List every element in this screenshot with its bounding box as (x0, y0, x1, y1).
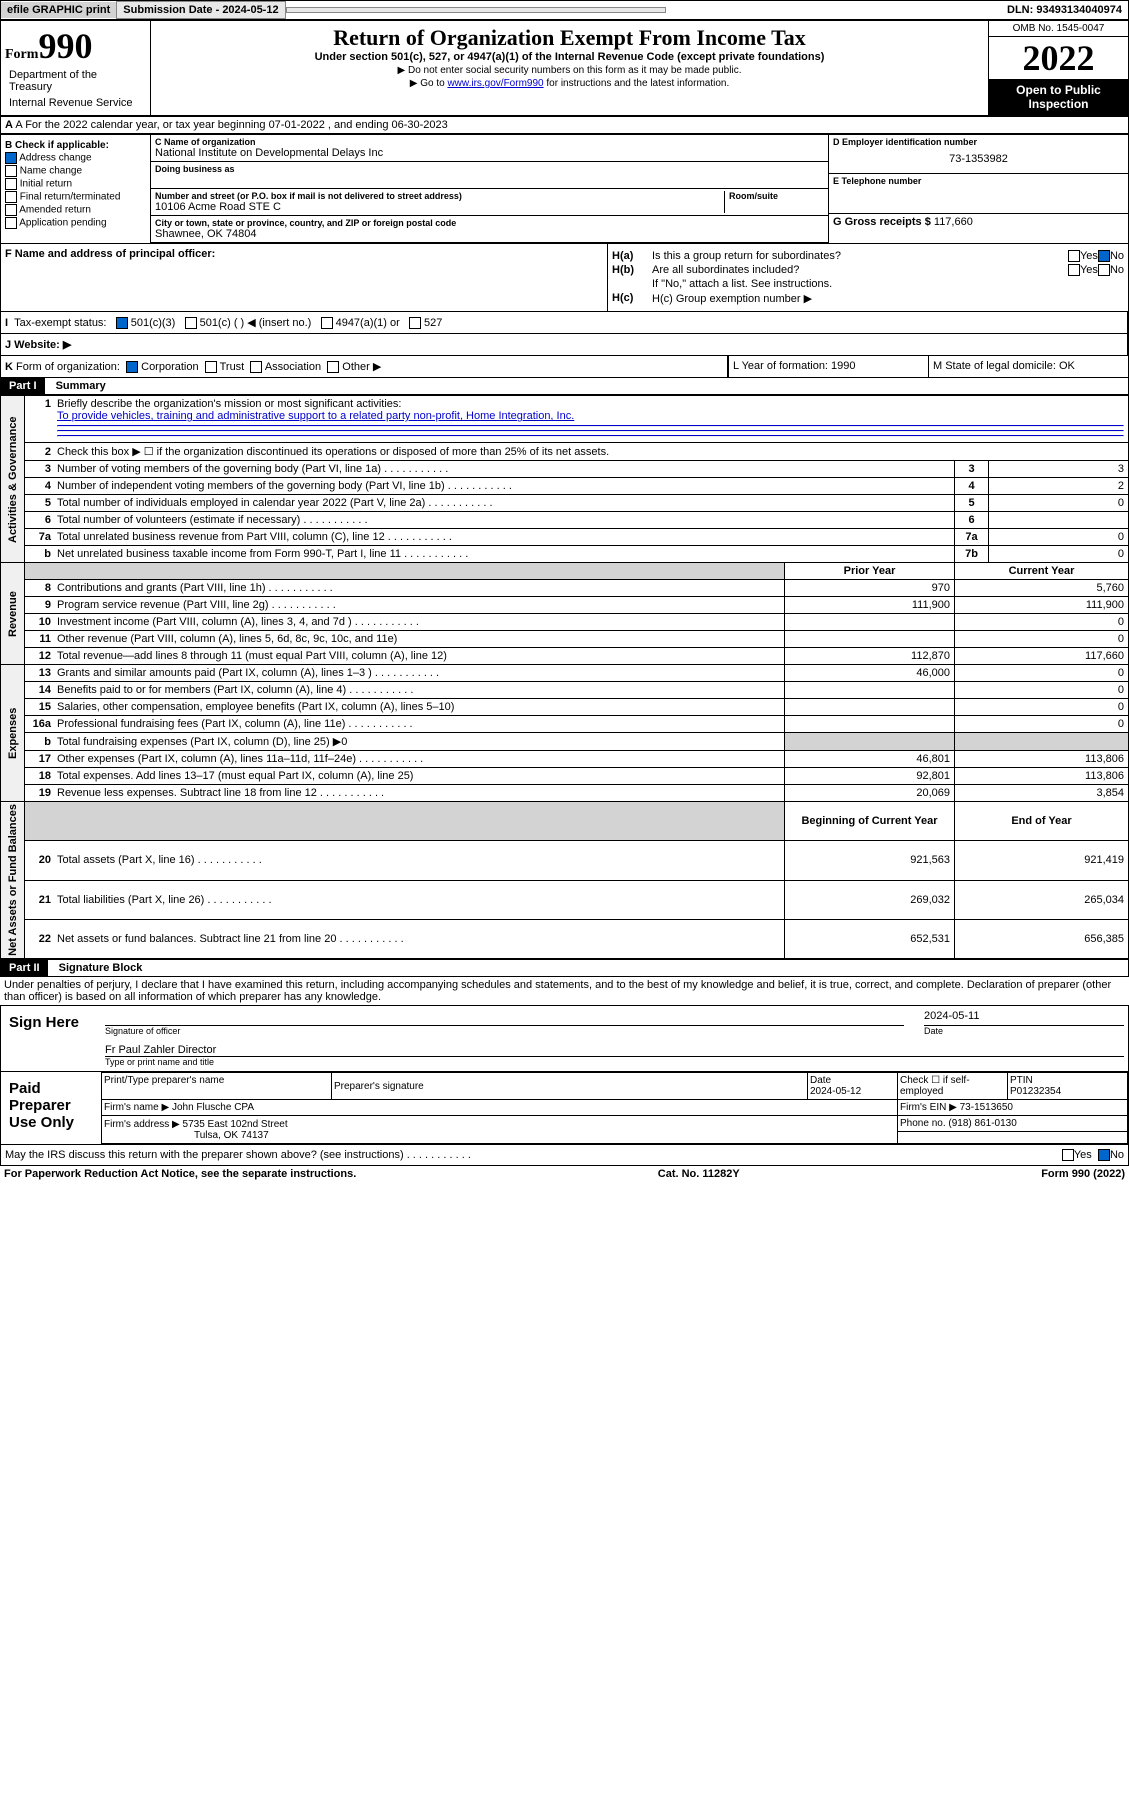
paid-preparer-label: Paid Preparer Use Only (1, 1072, 101, 1144)
footer-mid: Cat. No. 11282Y (658, 1168, 740, 1180)
checkbox-pending[interactable] (5, 217, 17, 229)
section-b-g: B Check if applicable: Address change Na… (0, 134, 1129, 244)
omb-label: OMB No. 1545-0047 (989, 21, 1128, 37)
f-label: F Name and address of principal officer: (5, 248, 603, 260)
top-bar: efile GRAPHIC print Submission Date - 20… (0, 0, 1129, 20)
part2-header: Part II (1, 960, 48, 976)
checkbox-501c[interactable] (185, 317, 197, 329)
checkbox-corp[interactable] (126, 361, 138, 373)
hb-note: If "No," attach a list. See instructions… (612, 278, 1124, 290)
checkbox-527[interactable] (409, 317, 421, 329)
mission-text: To provide vehicles, training and admini… (57, 410, 574, 422)
side-net: Net Assets or Fund Balances (1, 802, 25, 959)
part1-header: Part I (1, 378, 45, 394)
checkbox-discuss-no[interactable] (1098, 1149, 1110, 1161)
ein-block: D Employer identification number73-13539… (828, 135, 1128, 243)
checkbox-other[interactable] (327, 361, 339, 373)
org-name: National Institute on Developmental Dela… (155, 147, 824, 159)
check-column: B Check if applicable: Address change Na… (1, 135, 151, 243)
checkbox-final[interactable] (5, 191, 17, 203)
side-revenue: Revenue (1, 563, 25, 665)
form-header: Form990 Department of the Treasury Inter… (0, 20, 1129, 116)
checkbox-name[interactable] (5, 165, 17, 177)
main-title: Return of Organization Exempt From Incom… (155, 25, 984, 51)
checkbox-ha-yes[interactable] (1068, 250, 1080, 262)
dln-label: DLN: 93493134040974 (1001, 2, 1128, 18)
officer-name: Fr Paul Zahler Director (105, 1044, 1124, 1057)
note-ssn: ▶ Do not enter social security numbers o… (155, 65, 984, 76)
subtitle: Under section 501(c), 527, or 4947(a)(1)… (155, 51, 984, 63)
signature-block: Sign Here Signature of officer2024-05-11… (0, 1005, 1129, 1166)
firm-address: 5735 East 102nd Street (183, 1119, 288, 1130)
blank-button[interactable] (286, 7, 666, 13)
tax-year: 2022 (989, 37, 1128, 79)
firm-name: John Flusche CPA (172, 1102, 254, 1113)
form-number: Form990 (5, 25, 146, 67)
footer-right: Form 990 (2022) (1041, 1168, 1125, 1180)
checkbox-501c3[interactable] (116, 317, 128, 329)
name-block: C Name of organizationNational Institute… (151, 135, 828, 243)
firm-phone: (918) 861-0130 (948, 1118, 1016, 1129)
footer: For Paperwork Reduction Act Notice, see … (0, 1166, 1129, 1182)
dept-label: Department of the Treasury (5, 67, 146, 95)
irs-label: Internal Revenue Service (5, 95, 146, 111)
part1-title: Summary (48, 378, 114, 394)
checkbox-ha-no[interactable] (1098, 250, 1110, 262)
side-governance: Activities & Governance (1, 396, 25, 563)
checkbox-4947[interactable] (321, 317, 333, 329)
discuss-question: May the IRS discuss this return with the… (5, 1149, 1062, 1161)
j-website: J Website: ▶ (5, 339, 71, 351)
summary-table: Activities & Governance 1Briefly describ… (0, 395, 1129, 959)
checkbox-hb-yes[interactable] (1068, 264, 1080, 276)
checkbox-discuss-yes[interactable] (1062, 1149, 1074, 1161)
checkbox-assoc[interactable] (250, 361, 262, 373)
ptin-value: P01232354 (1010, 1086, 1125, 1097)
org-address: 10106 Acme Road STE C (155, 201, 724, 213)
state-domicile: M State of legal domicile: OK (928, 356, 1128, 377)
checkbox-amended[interactable] (5, 204, 17, 216)
note-link: ▶ Go to www.irs.gov/Form990 for instruct… (155, 78, 984, 89)
side-expenses: Expenses (1, 665, 25, 802)
efile-label: efile GRAPHIC print (1, 2, 116, 18)
gross-receipts: 117,660 (934, 216, 973, 228)
checkbox-initial[interactable] (5, 178, 17, 190)
irs-link[interactable]: www.irs.gov/Form990 (447, 78, 543, 89)
year-formation: L Year of formation: 1990 (728, 356, 928, 377)
section-f-h: F Name and address of principal officer:… (0, 244, 1129, 312)
submission-date-button[interactable]: Submission Date - 2024-05-12 (116, 1, 285, 19)
part2-title: Signature Block (51, 960, 151, 976)
sign-here-label: Sign Here (1, 1006, 101, 1071)
checkbox-trust[interactable] (205, 361, 217, 373)
checkbox-hb-no[interactable] (1098, 264, 1110, 276)
org-city: Shawnee, OK 74804 (155, 228, 824, 240)
ein-value: 73-1353982 (833, 147, 1124, 171)
inspection-label: Open to Public Inspection (989, 79, 1128, 115)
firm-ein: 73-1513650 (960, 1102, 1013, 1113)
checkbox-address[interactable] (5, 152, 17, 164)
row-a: A A For the 2022 calendar year, or tax y… (0, 116, 1129, 134)
footer-left: For Paperwork Reduction Act Notice, see … (4, 1168, 356, 1180)
declaration: Under penalties of perjury, I declare th… (0, 977, 1129, 1005)
